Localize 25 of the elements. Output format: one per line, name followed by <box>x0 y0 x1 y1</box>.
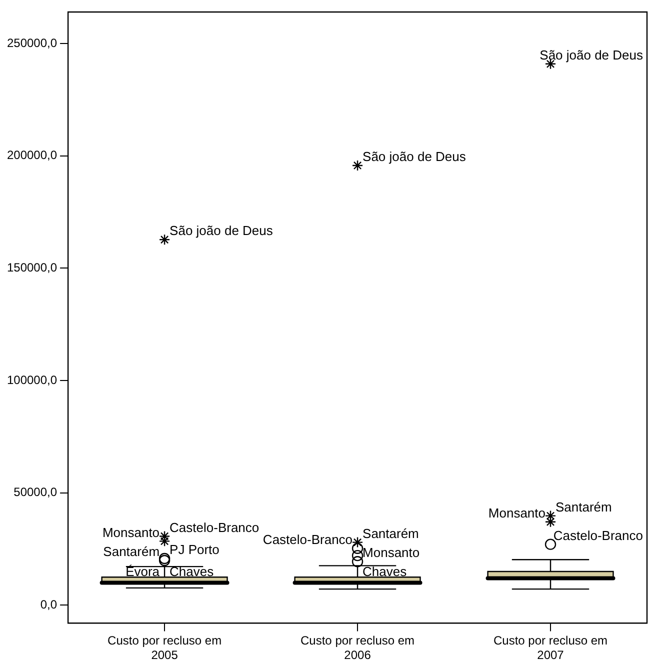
annotation: Évora <box>126 564 160 580</box>
annotation: São joão de Deus <box>540 47 644 62</box>
y-tick-label: 100000,0 <box>6 372 58 387</box>
annotation: Castelo-Branco <box>262 532 353 547</box>
annotation: São joão de Deus <box>170 223 274 238</box>
y-tick-label: 150000,0 <box>6 260 58 274</box>
annotation: Santarém <box>103 544 160 560</box>
annotation: Monsanto <box>362 545 420 560</box>
annotation: PJ Porto <box>170 542 220 558</box>
x-tick-label: Custo por recluso em 2007 <box>493 634 608 662</box>
annotation: Santarém <box>362 526 419 541</box>
annotation: Santarém <box>556 499 612 514</box>
annotation: Castelo-Branco <box>170 520 260 535</box>
x-tick-label: Custo por recluso em 2005 <box>108 634 222 662</box>
y-tick-label: 50000,0 <box>14 485 58 500</box>
annotation: São joão de Deus <box>362 149 466 164</box>
y-tick-label: 0,0 <box>40 598 58 612</box>
annotation: Chaves <box>362 564 408 580</box>
x-tick-label: Custo por recluso em 2006 <box>300 634 415 662</box>
y-tick-label: 200000,0 <box>6 148 58 162</box>
y-tick-label: 250000,0 <box>6 36 58 50</box>
annotation: Castelo-Branco <box>553 528 644 543</box>
annotation: Monsanto <box>488 505 546 520</box>
annotation: Monsanto <box>102 524 160 540</box>
annotation: Chaves <box>170 564 214 580</box>
